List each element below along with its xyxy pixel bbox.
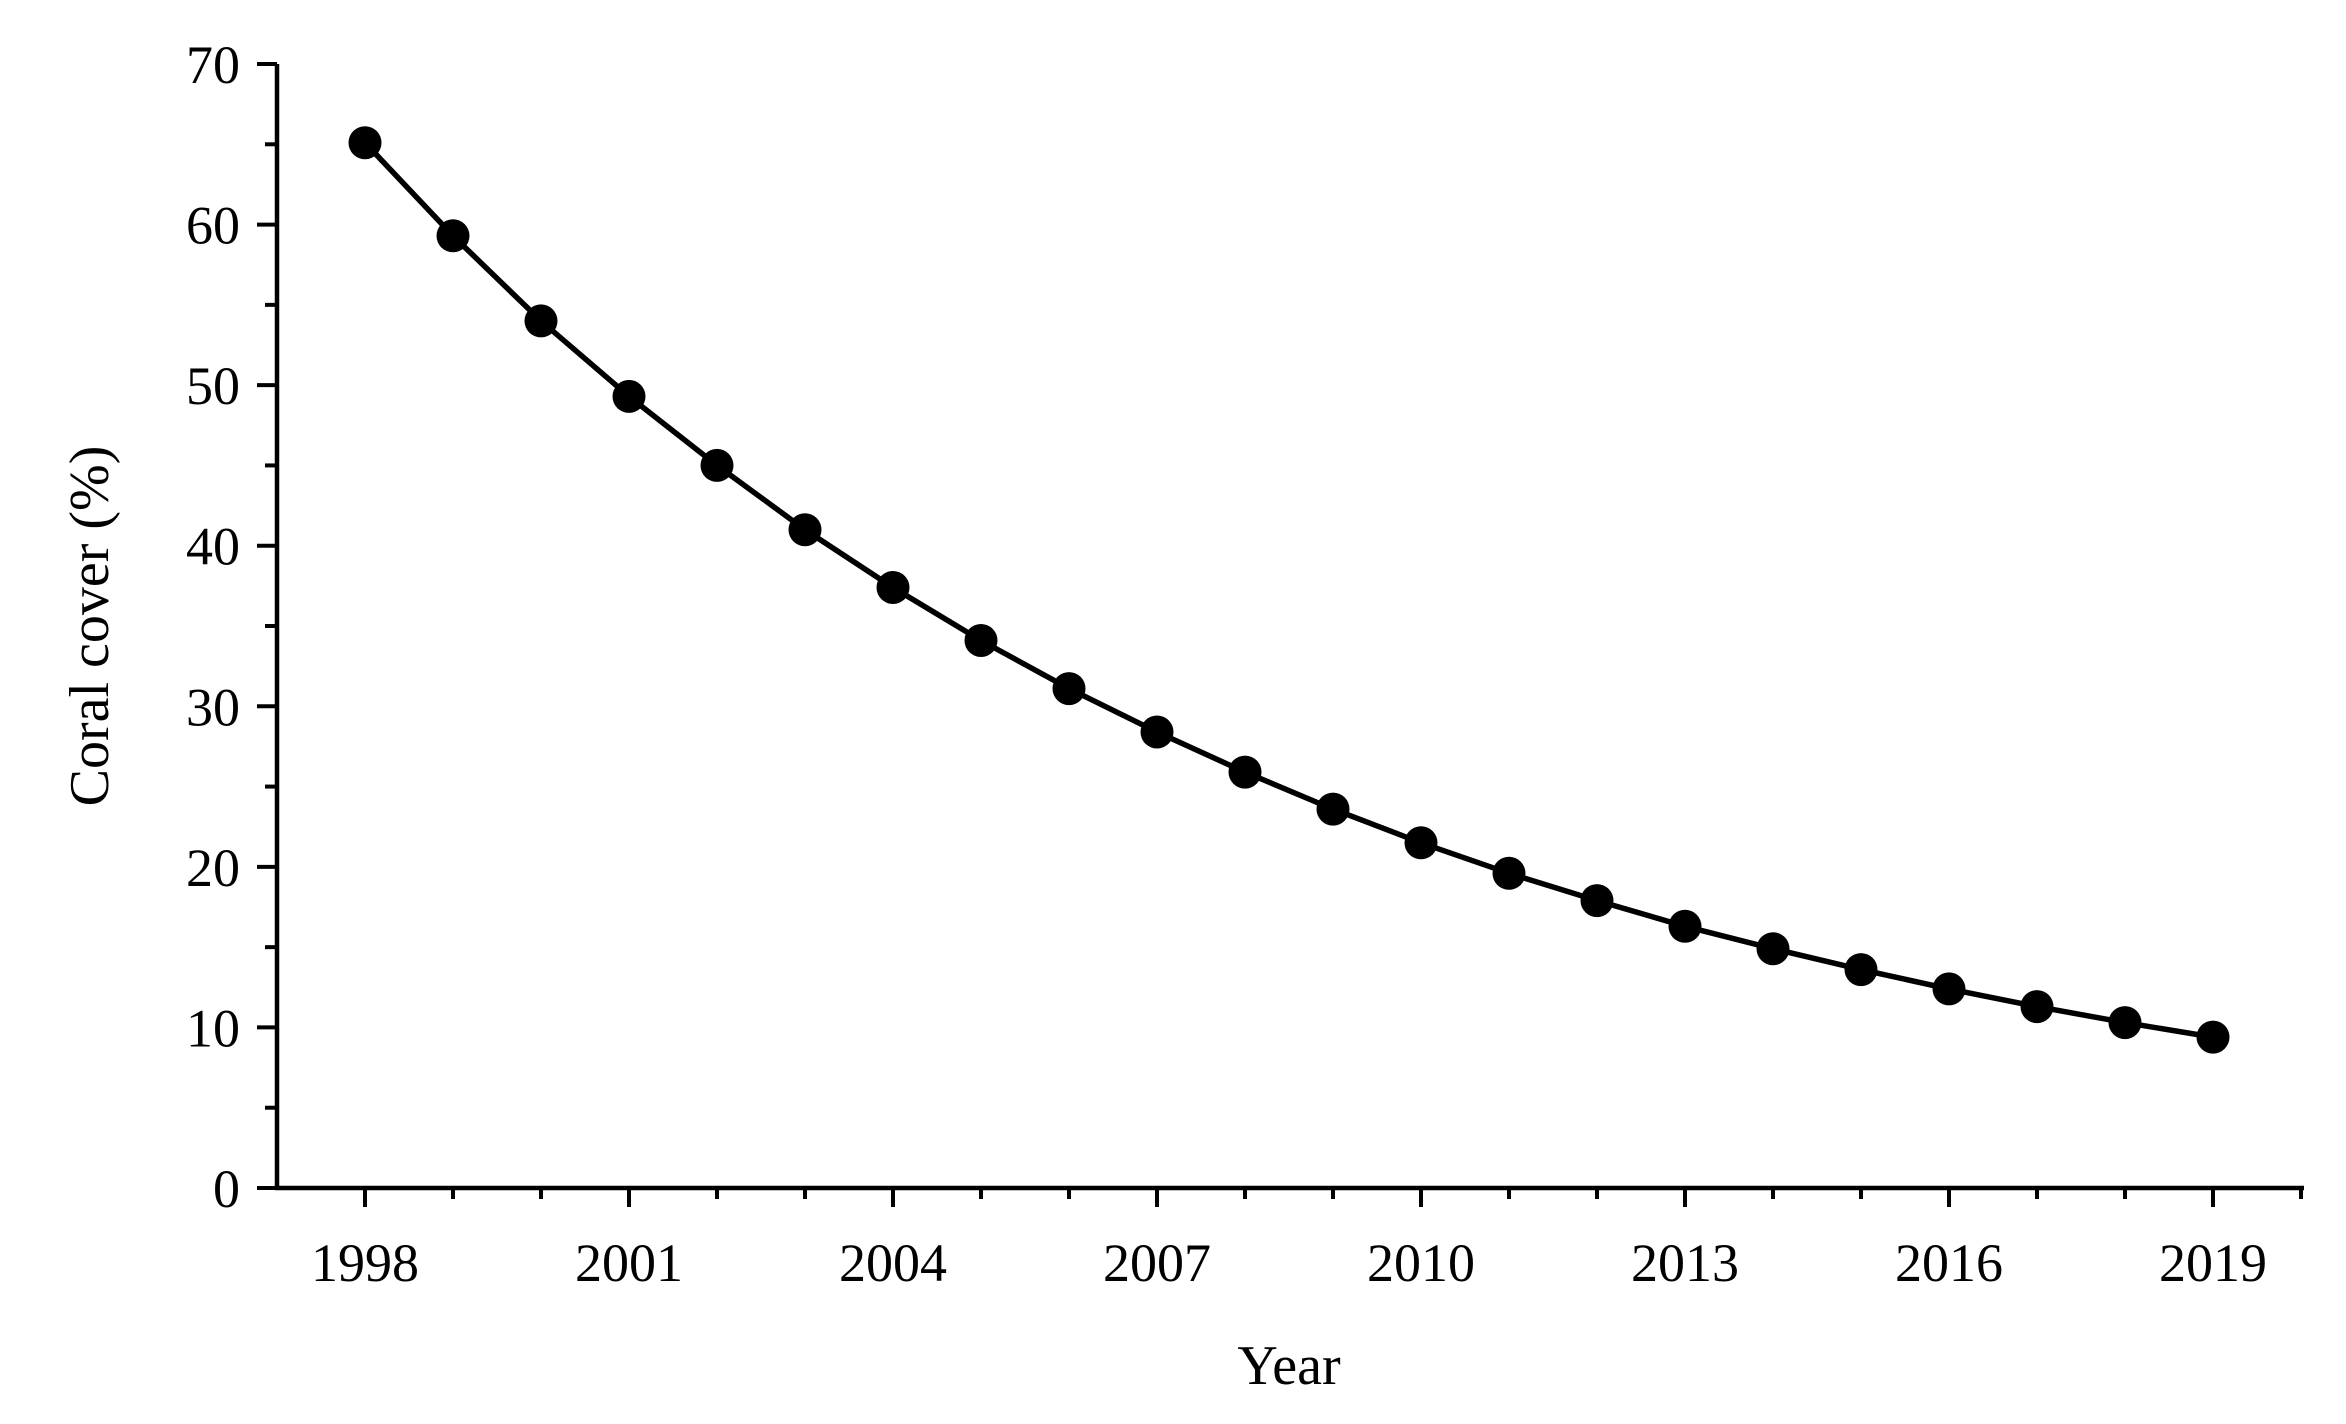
- data-point: [1932, 972, 1966, 1006]
- y-tick-label: 0: [213, 1159, 240, 1219]
- data-point: [1756, 932, 1790, 966]
- data-point: [612, 379, 646, 413]
- x-tick-label: 2010: [1367, 1233, 1475, 1293]
- y-tick-label: 30: [186, 677, 240, 737]
- data-point: [1492, 856, 1526, 890]
- y-tick-label: 20: [186, 838, 240, 898]
- data-point: [1404, 826, 1438, 860]
- y-tick-label: 10: [186, 998, 240, 1058]
- y-axis-tick-labels: 0 10 20 30 40 50 60 70: [186, 35, 240, 1219]
- data-point: [876, 571, 910, 604]
- x-axis-ticks: [363, 1188, 2303, 1207]
- y-axis-ticks: [257, 62, 277, 1190]
- y-tick-label: 60: [186, 196, 240, 256]
- data-point: [1052, 672, 1086, 706]
- data-series: [348, 126, 2230, 1054]
- data-point: [436, 219, 470, 253]
- y-axis-title: Coral cover (%): [59, 446, 121, 807]
- data-point: [348, 126, 382, 160]
- data-point: [1580, 884, 1614, 918]
- data-point: [964, 624, 998, 657]
- x-tick-label: 2019: [2159, 1233, 2267, 1293]
- axes-lines: [274, 64, 2304, 1191]
- data-point: [1316, 792, 1350, 826]
- x-axis-title: Year: [1237, 1335, 1341, 1397]
- data-point: [1140, 715, 1174, 749]
- y-tick-label: 70: [186, 35, 240, 95]
- x-tick-label: 2016: [1895, 1233, 2003, 1293]
- data-point: [700, 448, 734, 482]
- x-axis-tick-labels: 1998 2001 2004 2007 2010 2013 2016 2019: [311, 1233, 2267, 1293]
- y-tick-label: 50: [186, 356, 240, 416]
- x-tick-label: 2013: [1631, 1233, 1739, 1293]
- data-point: [2020, 990, 2054, 1024]
- series-line: [363, 140, 2214, 1040]
- data-point: [524, 304, 558, 338]
- x-tick-label: 2004: [839, 1233, 947, 1293]
- x-tick-label: 1998: [311, 1233, 419, 1293]
- data-point: [1668, 909, 1702, 943]
- y-tick-label: 40: [186, 517, 240, 577]
- data-point: [2108, 1006, 2142, 1040]
- data-point: [1228, 755, 1262, 789]
- data-point: [2196, 1020, 2230, 1054]
- x-tick-label: 2007: [1103, 1233, 1211, 1293]
- x-tick-label: 2001: [575, 1233, 683, 1293]
- data-point: [1844, 953, 1878, 987]
- data-point: [788, 513, 822, 547]
